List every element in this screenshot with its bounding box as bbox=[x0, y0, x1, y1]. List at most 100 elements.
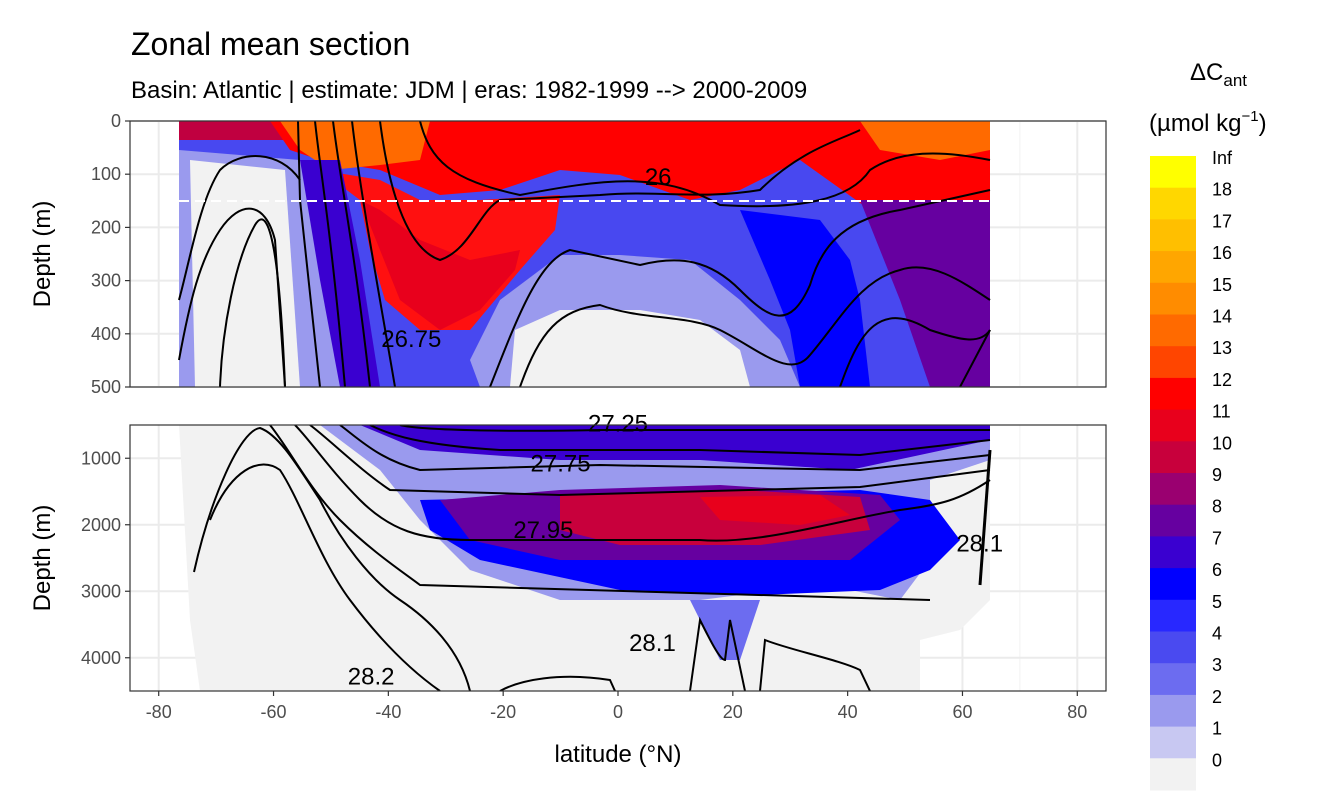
contour-label: 27.95 bbox=[513, 517, 573, 544]
contour-line bbox=[309, 425, 991, 497]
legend-label: 18 bbox=[1212, 180, 1232, 200]
lower-y-axis-title: Depth (m) bbox=[29, 505, 56, 612]
legend-swatch bbox=[1150, 504, 1196, 537]
upper-field bbox=[179, 121, 990, 387]
chart-title: Zonal mean section bbox=[131, 26, 410, 62]
lower-panel: 27.25 27.75 27.95 28.1 28.2 28.1 bbox=[129, 411, 1107, 692]
legend-label: 4 bbox=[1212, 624, 1222, 644]
lower-contours bbox=[193, 425, 992, 691]
legend-label: 13 bbox=[1212, 338, 1232, 358]
legend-label: 14 bbox=[1212, 307, 1232, 327]
contour-line bbox=[369, 425, 991, 457]
legend-label: 2 bbox=[1212, 687, 1222, 707]
x-tick-label: 20 bbox=[723, 702, 743, 722]
legend-swatch bbox=[1150, 758, 1196, 791]
legend-label: 16 bbox=[1212, 243, 1232, 263]
legend-swatch bbox=[1150, 282, 1196, 315]
legend-swatch bbox=[1150, 409, 1196, 442]
contour-line bbox=[332, 121, 371, 387]
contour-line bbox=[193, 426, 471, 691]
contour-line bbox=[209, 463, 441, 691]
upper-panel-border bbox=[129, 120, 1107, 388]
legend-title: ΔCant bbox=[1190, 59, 1247, 90]
contour-line bbox=[178, 155, 301, 301]
legend-label: 15 bbox=[1212, 275, 1232, 295]
contour-line bbox=[379, 121, 861, 262]
legend-swatch bbox=[1150, 568, 1196, 601]
legend-swatch bbox=[1150, 726, 1196, 759]
legend-label: 0 bbox=[1212, 750, 1222, 770]
contour-line bbox=[519, 266, 991, 387]
legend-label: 7 bbox=[1212, 528, 1222, 548]
y-tick-label: 200 bbox=[91, 217, 121, 237]
contour-line bbox=[219, 218, 286, 387]
field-south-white bbox=[190, 160, 300, 387]
y-tick-label: 100 bbox=[91, 164, 121, 184]
contour-line bbox=[759, 638, 871, 691]
contour-line bbox=[499, 675, 616, 691]
contour-line bbox=[294, 425, 991, 542]
legend-swatch bbox=[1150, 156, 1196, 189]
x-tick-label: -60 bbox=[261, 702, 287, 722]
legend-swatch bbox=[1150, 473, 1196, 506]
legend-label: Inf bbox=[1212, 148, 1233, 168]
legend-label: 9 bbox=[1212, 465, 1222, 485]
x-tick-label: -80 bbox=[146, 702, 172, 722]
legend-swatch bbox=[1150, 314, 1196, 347]
legend-swatch bbox=[1150, 631, 1196, 664]
legend-label: 11 bbox=[1212, 402, 1231, 422]
legend-label: 8 bbox=[1212, 497, 1222, 517]
contour-label: 26.75 bbox=[381, 326, 441, 353]
contour-label: 27.25 bbox=[588, 411, 648, 438]
field-red-core bbox=[270, 121, 990, 210]
legend-label: 5 bbox=[1212, 592, 1222, 612]
contour-line bbox=[178, 207, 286, 387]
contour-line bbox=[339, 425, 991, 472]
field-north-blue bbox=[740, 210, 870, 387]
field-lower-plume bbox=[690, 600, 760, 660]
x-tick-label: 60 bbox=[952, 702, 972, 722]
upper-y-axis-title: Depth (m) bbox=[29, 201, 56, 308]
contour-line bbox=[959, 329, 991, 387]
y-tick-label: 4000 bbox=[81, 648, 121, 668]
legend-swatch bbox=[1150, 346, 1196, 379]
y-tick-label: 2000 bbox=[81, 515, 121, 535]
x-axis-ticks: -80 -60 -40 -20 0 20 40 60 80 bbox=[146, 691, 1087, 722]
legend-swatch bbox=[1150, 441, 1196, 474]
legend-swatch bbox=[1150, 694, 1196, 728]
upper-contours bbox=[178, 121, 991, 387]
legend-swatch bbox=[1150, 219, 1196, 252]
contour-label: 28.1 bbox=[629, 630, 676, 657]
x-tick-label: 0 bbox=[613, 702, 623, 722]
y-tick-label: 300 bbox=[91, 271, 121, 291]
contour-line bbox=[314, 121, 346, 387]
field-south-front bbox=[300, 160, 380, 387]
contour-line bbox=[689, 616, 746, 691]
contour-line bbox=[399, 425, 990, 432]
contour-line bbox=[351, 121, 396, 387]
legend-swatch bbox=[1150, 187, 1196, 220]
y-tick-label: 3000 bbox=[81, 581, 121, 601]
contour-line bbox=[839, 317, 991, 387]
y-tick-label: 1000 bbox=[81, 448, 121, 468]
y-tick-label: 0 bbox=[111, 111, 121, 131]
upper-panel: 26 26.75 bbox=[129, 120, 1107, 388]
x-tick-label: 80 bbox=[1067, 702, 1087, 722]
field-north-purple bbox=[860, 200, 990, 387]
contour-label: 26 bbox=[645, 164, 672, 191]
upper-y-axis-ticks: 0 100 200 300 400 500 bbox=[91, 111, 130, 397]
contour-label: 27.75 bbox=[531, 451, 591, 478]
lower-contour-labels: 27.25 27.75 27.95 28.1 28.2 28.1 bbox=[348, 411, 1003, 691]
legend-swatch bbox=[1150, 536, 1196, 569]
contour-line bbox=[269, 425, 931, 601]
color-legend: ΔCant (µmol kg−1) Inf1817161514131211109… bbox=[1149, 59, 1267, 791]
field-orange-north bbox=[860, 121, 990, 160]
legend-label: 3 bbox=[1212, 655, 1222, 675]
contour-line bbox=[978, 449, 992, 586]
legend-label: 6 bbox=[1212, 560, 1222, 580]
legend-label: 12 bbox=[1212, 370, 1232, 390]
chart-subtitle: Basin: Atlantic | estimate: JDM | eras: … bbox=[131, 77, 807, 104]
contour-label: 28.1 bbox=[956, 530, 1003, 557]
legend-swatch bbox=[1150, 599, 1196, 632]
